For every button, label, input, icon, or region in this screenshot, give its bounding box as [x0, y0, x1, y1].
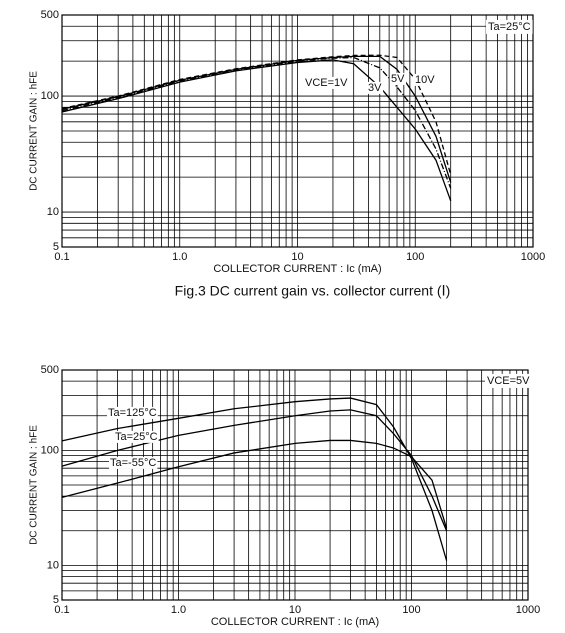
annotation-box — [485, 373, 533, 388]
series-line — [61, 397, 448, 561]
series-label-bg — [107, 406, 158, 419]
x-tick-label: 100 — [402, 604, 420, 616]
series-label: VCE=1V — [305, 77, 348, 89]
y-tick-label: 500 — [41, 364, 59, 376]
annotation: VCE=5V — [487, 375, 530, 387]
series-label: 10V — [415, 74, 435, 86]
series-label-bg — [367, 81, 384, 94]
x-tick-label: 0.1 — [54, 251, 69, 263]
caption: Fig.3 DC current gain vs. collector curr… — [175, 283, 451, 299]
series-label-bg — [109, 456, 158, 469]
series-label: Ta=-55°C — [110, 457, 156, 469]
series-line — [61, 59, 452, 202]
y-tick-label: 10 — [47, 206, 59, 218]
x-axis-label: COLLECTOR CURRENT : Ic (mA) — [211, 616, 379, 628]
x-tick-label: 1000 — [516, 604, 540, 616]
series-line — [61, 54, 452, 175]
plot-frame — [61, 369, 529, 601]
x-tick-label: 10 — [289, 604, 301, 616]
x-tick-label: 10 — [291, 251, 303, 263]
x-tick-label: 0.1 — [54, 604, 69, 616]
y-tick-label: 5 — [53, 594, 59, 606]
y-axis-label: DC CURRENT GAIN : hFE — [29, 425, 40, 545]
annotation: Ta=25°C — [488, 21, 531, 33]
x-tick-label: 1.0 — [172, 251, 187, 263]
series-line — [61, 56, 452, 189]
series-label-bg — [114, 430, 159, 443]
series-label-bg — [390, 72, 407, 85]
y-axis-label: DC CURRENT GAIN : hFE — [29, 71, 40, 191]
series-line — [61, 409, 448, 532]
y-tick-label: 10 — [47, 559, 59, 571]
y-tick-label: 100 — [41, 90, 59, 102]
y-tick-label: 5 — [53, 241, 59, 253]
series-label-bg — [304, 76, 350, 89]
x-axis-label: COLLECTOR CURRENT : Ic (mA) — [213, 263, 381, 275]
plot-frame — [61, 14, 534, 248]
x-tick-label: 100 — [406, 251, 424, 263]
series-line — [61, 55, 452, 183]
x-tick-label: 1000 — [521, 251, 545, 263]
y-tick-label: 500 — [41, 9, 59, 21]
x-tick-label: 1.0 — [171, 604, 186, 616]
y-tick-label: 100 — [41, 444, 59, 456]
series-label: Ta=125°C — [108, 407, 157, 419]
series-line — [61, 439, 448, 529]
series-label: Ta=25°C — [115, 431, 158, 443]
series-label-bg — [414, 73, 437, 86]
annotation-box — [486, 19, 533, 34]
series-label: 5V — [391, 73, 405, 85]
series-label: 3V — [368, 82, 382, 94]
